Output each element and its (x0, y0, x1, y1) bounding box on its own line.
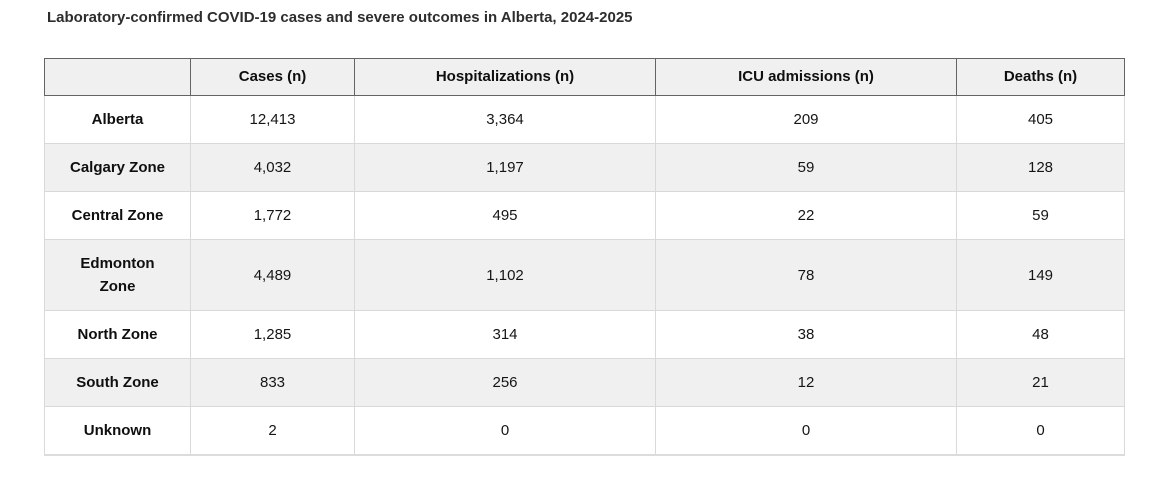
table-cell: 833 (190, 358, 355, 407)
table-cell: 4,032 (190, 143, 355, 192)
table-cell: 21 (956, 358, 1125, 407)
table-cell: 59 (956, 191, 1125, 240)
table-cell: 128 (956, 143, 1125, 192)
table-cell: 149 (956, 239, 1125, 311)
covid-outcomes-table: Cases (n) Hospitalizations (n) ICU admis… (44, 58, 1125, 456)
table-cell: 256 (354, 358, 656, 407)
row-label: Edmonton Zone (44, 239, 191, 311)
table-row-unknown: Unknown 2 0 0 0 (44, 406, 1125, 456)
column-header-icu-admissions: ICU admissions (n) (655, 58, 957, 96)
table-cell: 1,102 (354, 239, 656, 311)
table-cell: 12 (655, 358, 957, 407)
table-cell: 314 (354, 310, 656, 359)
table-cell: 12,413 (190, 95, 355, 144)
table-cell: 38 (655, 310, 957, 359)
table-row-calgary-zone: Calgary Zone 4,032 1,197 59 128 (44, 143, 1125, 192)
header-row: Cases (n) Hospitalizations (n) ICU admis… (44, 58, 1125, 96)
table-cell: 209 (655, 95, 957, 144)
row-label: Central Zone (44, 191, 191, 240)
table-cell: 2 (190, 406, 355, 456)
table-cell: 1,772 (190, 191, 355, 240)
table-cell: 78 (655, 239, 957, 311)
table-cell: 495 (354, 191, 656, 240)
table-cell: 4,489 (190, 239, 355, 311)
table-row-south-zone: South Zone 833 256 12 21 (44, 358, 1125, 407)
table-cell: 0 (354, 406, 656, 456)
table-cell: 405 (956, 95, 1125, 144)
table-cell: 0 (956, 406, 1125, 456)
table-row-alberta: Alberta 12,413 3,364 209 405 (44, 95, 1125, 144)
row-label: Alberta (44, 95, 191, 144)
column-header-deaths: Deaths (n) (956, 58, 1125, 96)
row-label: North Zone (44, 310, 191, 359)
table-cell: 1,285 (190, 310, 355, 359)
table-cell: 59 (655, 143, 957, 192)
row-label: South Zone (44, 358, 191, 407)
table-cell: 48 (956, 310, 1125, 359)
table-cell: 3,364 (354, 95, 656, 144)
table-row-edmonton-zone: Edmonton Zone 4,489 1,102 78 149 (44, 239, 1125, 311)
column-header-hospitalizations: Hospitalizations (n) (354, 58, 656, 96)
page-title: Laboratory-confirmed COVID-19 cases and … (47, 9, 633, 26)
row-label: Unknown (44, 406, 191, 456)
column-header-region (44, 58, 191, 96)
table-cell: 0 (655, 406, 957, 456)
table-row-north-zone: North Zone 1,285 314 38 48 (44, 310, 1125, 359)
table-cell: 22 (655, 191, 957, 240)
table-cell: 1,197 (354, 143, 656, 192)
row-label: Calgary Zone (44, 143, 191, 192)
column-header-cases: Cases (n) (190, 58, 355, 96)
table-row-central-zone: Central Zone 1,772 495 22 59 (44, 191, 1125, 240)
